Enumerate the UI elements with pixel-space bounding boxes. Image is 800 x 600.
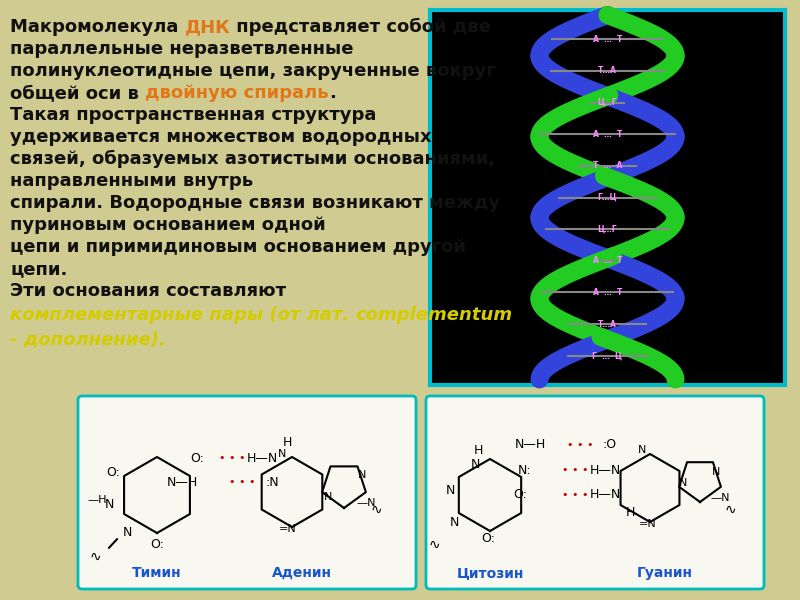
Text: Цитозин: Цитозин — [456, 566, 524, 580]
Text: N: N — [450, 517, 458, 529]
Text: N: N — [122, 527, 132, 539]
Text: Ц…Г: Ц…Г — [598, 224, 618, 233]
Text: —N: —N — [710, 493, 730, 503]
Text: Такая пространственная структура: Такая пространственная структура — [10, 106, 376, 124]
Text: ДНК: ДНК — [185, 18, 230, 36]
Text: N—H: N—H — [166, 475, 198, 488]
Text: —N: —N — [356, 498, 376, 508]
Text: —H: —H — [87, 495, 106, 505]
Text: O:: O: — [481, 533, 495, 545]
Text: ∿: ∿ — [428, 538, 440, 552]
Text: связей, образуемых азотистыми основаниями,: связей, образуемых азотистыми основаниям… — [10, 150, 495, 168]
Text: • • •: • • • — [566, 440, 594, 450]
Text: N: N — [446, 484, 454, 497]
FancyBboxPatch shape — [426, 396, 764, 589]
Text: удерживается множеством водородных: удерживается множеством водородных — [10, 128, 432, 146]
Text: пуриновым основанием одной: пуриновым основанием одной — [10, 216, 326, 234]
Text: =N: =N — [279, 524, 297, 534]
Text: N: N — [679, 478, 687, 488]
Text: H: H — [626, 505, 634, 518]
Text: Аденин: Аденин — [272, 566, 332, 580]
Text: А  …  Т: А … Т — [593, 35, 622, 44]
Text: • • •: • • • — [218, 453, 246, 463]
Text: :O: :O — [603, 439, 617, 451]
Text: Т…А: Т…А — [598, 67, 617, 76]
Text: спирали. Водородные связи возникают между: спирали. Водородные связи возникают межд… — [10, 194, 500, 212]
Text: :N: :N — [265, 475, 279, 488]
Text: цепи и пиримидиновым основанием другой: цепи и пиримидиновым основанием другой — [10, 238, 466, 256]
Text: .: . — [329, 84, 336, 102]
Text: Г…Ц: Г…Ц — [598, 193, 618, 202]
Text: общей оси в: общей оси в — [10, 84, 145, 102]
Text: ∿: ∿ — [724, 503, 736, 517]
Text: комплементарные пары (от лат.: комплементарные пары (от лат. — [10, 306, 355, 324]
Text: N—H: N—H — [514, 439, 546, 451]
Text: =N: =N — [639, 519, 657, 529]
Text: N: N — [358, 470, 366, 480]
Text: N: N — [470, 458, 480, 472]
Text: ∿: ∿ — [370, 503, 382, 517]
Text: двойную спираль: двойную спираль — [145, 84, 329, 102]
Text: H: H — [474, 443, 482, 457]
FancyBboxPatch shape — [78, 396, 416, 589]
Text: Т…А: Т…А — [598, 320, 617, 329]
Text: параллельные неразветвленные: параллельные неразветвленные — [10, 40, 354, 58]
Text: • • •: • • • — [562, 490, 588, 500]
Text: Тимин: Тимин — [132, 566, 182, 580]
Text: цепи.: цепи. — [10, 260, 67, 278]
Text: H—N: H—N — [590, 463, 621, 476]
Text: - дополнение).: - дополнение). — [10, 330, 166, 348]
Text: Ц…Г: Ц…Г — [598, 98, 618, 107]
Text: представляет собой две: представляет собой две — [230, 18, 491, 36]
Text: N:: N: — [518, 463, 532, 476]
Bar — [430, 10, 785, 385]
Text: O:: O: — [106, 467, 120, 479]
Text: N: N — [324, 492, 332, 502]
Text: complementum: complementum — [355, 306, 513, 324]
Text: O:: O: — [513, 488, 527, 502]
Text: Эти основания составляют: Эти основания составляют — [10, 282, 286, 300]
Text: направленными внутрь: направленными внутрь — [10, 172, 253, 190]
Text: А  …  Т: А … Т — [593, 288, 622, 297]
Text: А  …  Т: А … Т — [593, 256, 622, 265]
Text: Макромолекула: Макромолекула — [10, 18, 185, 36]
Text: O:: O: — [150, 539, 164, 551]
Text: Т  …  А: Т … А — [593, 161, 622, 170]
Text: N: N — [278, 449, 286, 459]
Text: H: H — [282, 437, 292, 449]
Text: Гуанин: Гуанин — [637, 566, 693, 580]
Text: H—N: H—N — [590, 488, 621, 502]
Text: N: N — [638, 445, 646, 455]
Text: H—N: H—N — [246, 451, 278, 464]
Text: • • •: • • • — [562, 465, 588, 475]
Text: • • •: • • • — [229, 477, 255, 487]
Text: N: N — [712, 467, 720, 477]
Text: Г  …  Ц: Г … Ц — [593, 351, 622, 360]
Text: N: N — [104, 499, 114, 511]
Text: полинуклеотидные цепи, закрученные вокруг: полинуклеотидные цепи, закрученные вокру… — [10, 62, 496, 80]
Text: ∿: ∿ — [89, 550, 101, 564]
Text: А  …  Т: А … Т — [593, 130, 622, 139]
Text: O:: O: — [190, 451, 204, 464]
